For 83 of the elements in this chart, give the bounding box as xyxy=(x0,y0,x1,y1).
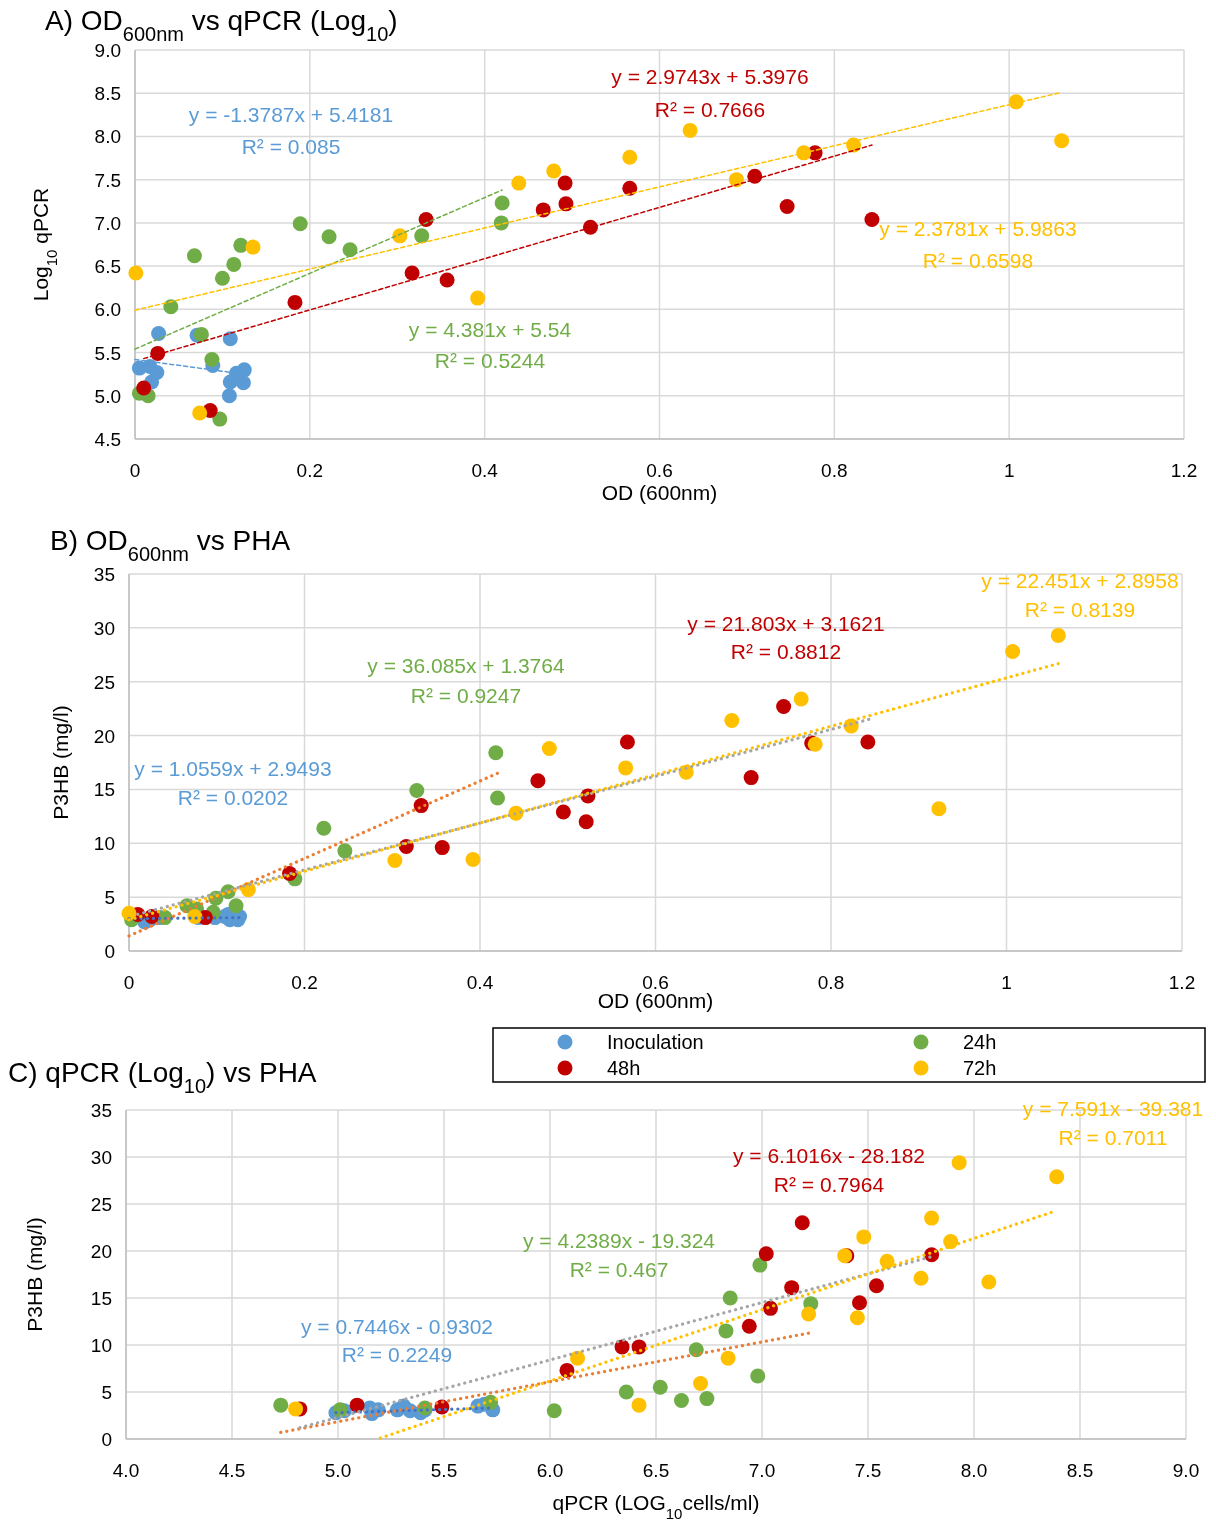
annotation: y = 7.591x - 39.381 xyxy=(1022,1097,1204,1120)
x-tick-label: 1 xyxy=(1003,460,1015,481)
y-tick-label: 7.5 xyxy=(94,169,121,191)
x-tick-label: 0.8 xyxy=(821,460,848,481)
x-tick-label: 5.0 xyxy=(324,1460,352,1481)
annotation: y = 21.803x + 3.1621 xyxy=(687,612,885,635)
annotation: R² = 0.9247 xyxy=(410,684,522,707)
y-tick-label: 6.5 xyxy=(94,256,121,278)
annotation: R² = 0.0202 xyxy=(177,786,289,809)
annotation: R² = 0.7666 xyxy=(654,98,766,121)
y-tick-label: 35 xyxy=(93,564,115,585)
annotation: R² = 0.5244 xyxy=(434,349,546,372)
y-tick-label: 8.0 xyxy=(94,126,121,148)
x-tick-label: 6.0 xyxy=(536,1460,564,1481)
x-tick-label: 5.5 xyxy=(430,1460,458,1481)
x-tick-label: 0 xyxy=(123,972,135,993)
annotation: y = 4.381x + 5.54 xyxy=(408,318,572,341)
x-axis-title: OD (600nm) xyxy=(601,481,718,504)
x-tick-label: 0.2 xyxy=(291,972,318,993)
x-tick-label: 9.0 xyxy=(1172,1460,1200,1481)
y-tick-label: 20 xyxy=(93,725,115,747)
x-tick-label: 0.2 xyxy=(296,460,324,481)
annotation: R² = 0.8812 xyxy=(730,640,842,663)
annotation: y = 22.451x + 2.8958 xyxy=(981,569,1179,592)
y-axis-title: P3HB (mg/l) xyxy=(49,705,72,820)
y-tick-label: 5.5 xyxy=(94,342,121,364)
legend-label: 72h xyxy=(963,1057,997,1079)
y-tick-label: 30 xyxy=(93,617,115,639)
x-tick-label: 4.0 xyxy=(112,1460,140,1481)
y-tick-label: 10 xyxy=(93,833,115,855)
y-tick-label: 0 xyxy=(101,1429,112,1450)
y-tick-label: 0 xyxy=(104,941,115,962)
y-tick-label: 7.0 xyxy=(94,212,121,234)
annotation: y = 6.1016x - 28.182 xyxy=(732,1144,926,1167)
y-tick-label: 10 xyxy=(90,1335,112,1356)
annotation: y = 2.3781x + 5.9863 xyxy=(879,217,1077,240)
annotation: R² = 0.7964 xyxy=(773,1173,885,1196)
x-axis-title: qPCR (LOG$_{10}$cells/ml) xyxy=(552,1491,760,1520)
x-tick-label: 4.5 xyxy=(218,1460,246,1481)
x-tick-label: 8.0 xyxy=(960,1460,988,1481)
chart-title: C) qPCR (Log$_{10}$) vs PHA xyxy=(8,1057,317,1097)
annotation: y = -1.3787x + 5.4181 xyxy=(188,103,394,126)
y-tick-label: 6.0 xyxy=(94,299,121,321)
annotation: R² = 0.467 xyxy=(569,1258,669,1281)
y-tick-label: 8.5 xyxy=(94,83,121,105)
y-tick-label: 15 xyxy=(93,779,115,801)
y-tick-label: 25 xyxy=(90,1194,112,1215)
legend-label: 48h xyxy=(607,1057,641,1079)
annotation: R² = 0.6598 xyxy=(922,249,1034,272)
x-tick-label: 0.4 xyxy=(471,460,499,481)
x-tick-label: 1.2 xyxy=(1168,972,1196,993)
y-tick-label: 15 xyxy=(90,1288,112,1309)
legend-label: 24h xyxy=(963,1031,997,1053)
y-tick-label: 20 xyxy=(90,1241,112,1262)
y-axis-title: P3HB (mg/l) xyxy=(23,1217,46,1332)
y-tick-label: 5 xyxy=(101,1382,112,1403)
x-tick-label: 1.2 xyxy=(1170,460,1198,481)
y-tick-label: 5.0 xyxy=(94,385,121,407)
x-tick-label: 0.8 xyxy=(817,972,845,993)
y-tick-label: 30 xyxy=(90,1147,112,1168)
annotation: y = 0.7446x - 0.9302 xyxy=(300,1315,494,1338)
annotation: R² = 0.2249 xyxy=(341,1343,453,1366)
x-tick-label: 8.5 xyxy=(1066,1460,1094,1481)
y-tick-label: 35 xyxy=(90,1100,112,1121)
x-tick-label: 7.0 xyxy=(748,1460,776,1481)
annotation: y = 36.085x + 1.3764 xyxy=(367,654,565,677)
y-tick-label: 4.5 xyxy=(94,429,121,450)
annotation: y = 1.0559x + 2.9493 xyxy=(134,757,332,780)
annotation: R² = 0.7011 xyxy=(1058,1126,1168,1149)
x-tick-label: 0 xyxy=(129,460,141,481)
annotation: R² = 0.8139 xyxy=(1024,598,1136,621)
chart-title: B) OD$_{600nm}$ vs PHA xyxy=(50,525,291,565)
legend-label: Inoculation xyxy=(607,1031,704,1053)
x-tick-label: 7.5 xyxy=(854,1460,882,1481)
annotation: y = 2.9743x + 5.3976 xyxy=(611,65,809,88)
annotation: R² = 0.085 xyxy=(241,135,341,158)
annotation: y = 4.2389x - 19.324 xyxy=(522,1229,716,1252)
x-tick-label: 6.5 xyxy=(642,1460,670,1481)
x-tick-label: 0.6 xyxy=(646,460,673,481)
y-tick-label: 5 xyxy=(104,887,115,909)
x-tick-label: 1 xyxy=(1001,972,1012,993)
x-tick-label: 0.4 xyxy=(466,972,494,993)
y-tick-label: 25 xyxy=(93,671,115,693)
